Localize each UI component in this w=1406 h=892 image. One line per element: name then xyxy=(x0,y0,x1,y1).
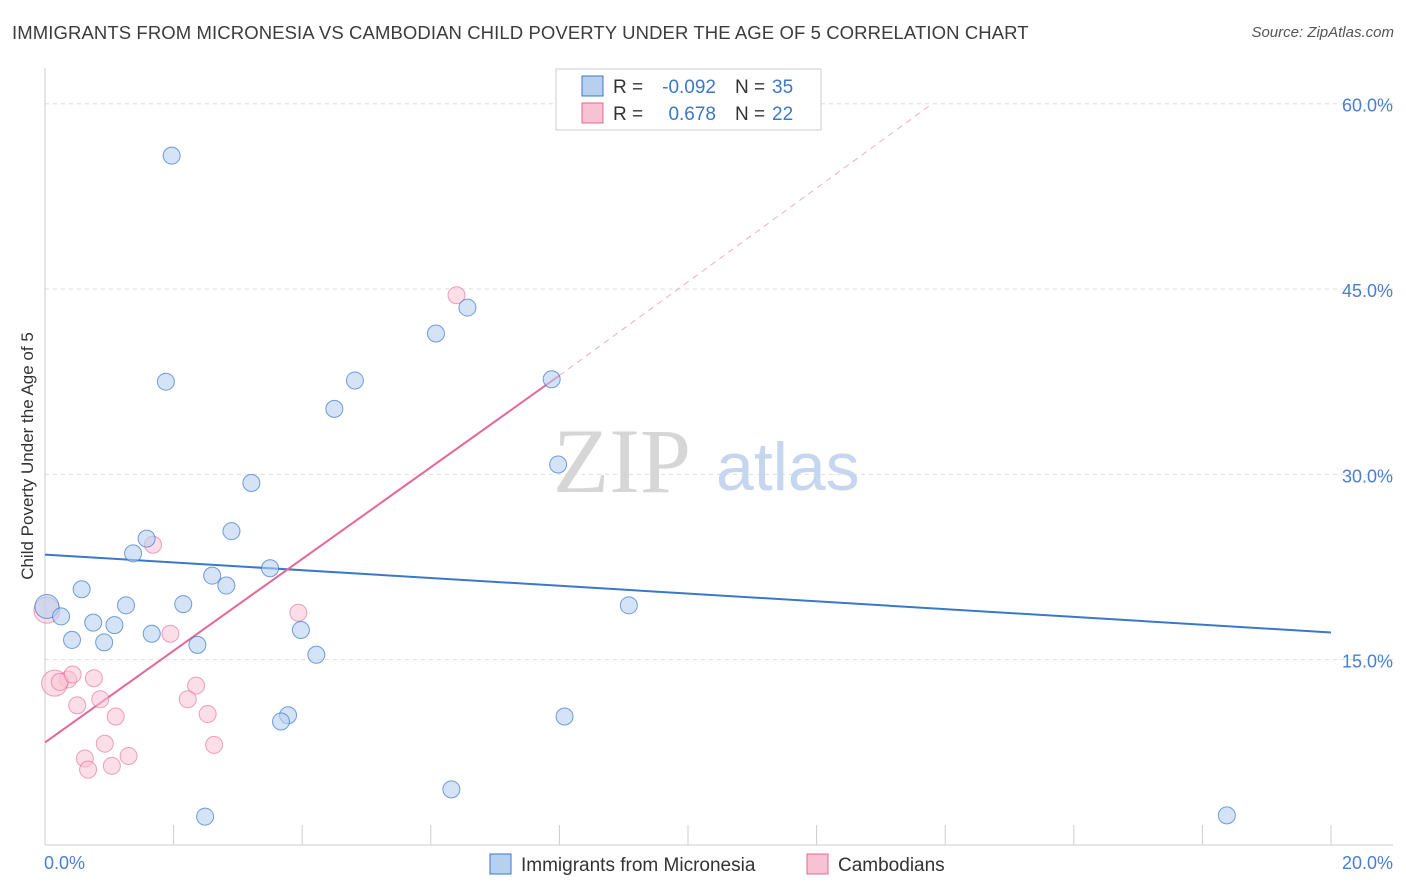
point-micronesia-11 xyxy=(52,607,71,626)
point-micronesia-12 xyxy=(117,596,136,615)
point-cambodians-10 xyxy=(91,690,110,709)
point-micronesia-8 xyxy=(217,576,236,595)
stats-r-label-cambodians: R = xyxy=(613,104,643,125)
point-cambodians-11 xyxy=(178,690,197,709)
point-cambodians-21 xyxy=(63,665,82,684)
point-cambodians-12 xyxy=(68,696,87,715)
stats-n-label-micronesia: N = xyxy=(735,77,765,98)
point-cambodians-2 xyxy=(289,603,308,622)
stats-r-value-micronesia: -0.092 xyxy=(662,77,716,98)
y-tick-label-30: 30.0% xyxy=(1342,466,1393,486)
point-micronesia-27 xyxy=(549,455,568,474)
legend-swatch-micronesia xyxy=(489,853,512,875)
stats-n-value-cambodians: 22 xyxy=(772,104,793,125)
point-cambodians-3 xyxy=(161,624,180,643)
point-micronesia-30 xyxy=(555,707,574,726)
trend-line-cambodians xyxy=(44,374,560,744)
x-tick-label-max: 20.0% xyxy=(1342,853,1393,873)
trend-lines xyxy=(44,103,1332,744)
point-cambodians-15 xyxy=(95,734,114,753)
y-axis-title: Child Poverty Under the Age of 5 xyxy=(18,332,37,580)
point-micronesia-0 xyxy=(162,146,181,165)
point-cambodians-0 xyxy=(447,286,466,305)
point-micronesia-2 xyxy=(242,474,261,493)
watermark-zip: ZIP xyxy=(553,410,691,512)
point-cambodians-14 xyxy=(106,707,125,726)
point-micronesia-19 xyxy=(188,635,207,654)
point-cambodians-8 xyxy=(84,669,103,688)
y-tick-label-60: 60.0% xyxy=(1342,96,1393,116)
trend-line-cambodians-extension xyxy=(559,103,933,376)
point-micronesia-4 xyxy=(137,529,156,548)
legend-swatch-cambodians xyxy=(806,853,829,875)
point-micronesia-32 xyxy=(442,780,461,799)
legend-label-micronesia: Immigrants from Micronesia xyxy=(521,855,756,876)
point-micronesia-34 xyxy=(1217,806,1236,825)
point-micronesia-29 xyxy=(271,712,290,731)
stats-n-value-micronesia: 35 xyxy=(772,77,793,98)
point-micronesia-13 xyxy=(174,595,193,614)
point-micronesia-20 xyxy=(291,621,310,640)
legend-label-cambodians: Cambodians xyxy=(838,855,945,876)
trend-line-micronesia xyxy=(44,553,1332,634)
point-micronesia-24 xyxy=(426,324,445,343)
watermark-atlas: atlas xyxy=(716,429,860,505)
watermark: ZIP atlas xyxy=(553,410,860,512)
series-micronesia xyxy=(34,146,1236,826)
point-micronesia-31 xyxy=(619,596,638,615)
point-micronesia-33 xyxy=(196,807,215,826)
x-tick-label-min: 0.0% xyxy=(44,853,85,873)
point-micronesia-15 xyxy=(105,616,124,635)
source-label: Source: ZipAtlas.com xyxy=(1251,24,1394,41)
stats-n-label-cambodians: N = xyxy=(735,104,765,125)
point-cambodians-9 xyxy=(187,676,206,695)
stats-r-label-micronesia: R = xyxy=(613,77,643,98)
point-micronesia-26 xyxy=(542,370,561,389)
point-micronesia-10 xyxy=(34,594,60,620)
point-micronesia-21 xyxy=(307,645,326,664)
point-micronesia-16 xyxy=(142,624,161,643)
x-ticks xyxy=(44,825,1332,845)
point-cambodians-19 xyxy=(102,756,121,775)
gridlines xyxy=(45,103,1393,661)
point-micronesia-1 xyxy=(156,372,175,391)
point-micronesia-25 xyxy=(458,298,477,317)
point-micronesia-14 xyxy=(84,613,103,632)
point-micronesia-9 xyxy=(72,580,91,599)
y-tick-labels: 15.0% 30.0% 45.0% 60.0% xyxy=(1342,96,1393,672)
series-cambodians xyxy=(33,286,466,779)
point-cambodians-17 xyxy=(119,747,138,766)
axes xyxy=(44,68,1393,846)
stats-r-value-cambodians: 0.678 xyxy=(668,104,716,125)
point-micronesia-23 xyxy=(345,371,364,390)
point-cambodians-13 xyxy=(198,705,217,724)
y-tick-label-45: 45.0% xyxy=(1342,281,1393,301)
point-cambodians-16 xyxy=(205,735,224,754)
point-micronesia-7 xyxy=(203,566,222,585)
stats-legend: R = -0.092 N = 35 R = 0.678 N = 22 xyxy=(555,68,822,131)
point-micronesia-6 xyxy=(261,559,280,578)
y-tick-label-15: 15.0% xyxy=(1342,652,1393,672)
bottom-legend: Immigrants from Micronesia Cambodians xyxy=(489,853,945,876)
point-cambodians-20 xyxy=(79,760,98,779)
stats-swatch-cambodians xyxy=(581,102,604,124)
point-micronesia-17 xyxy=(63,630,82,649)
point-micronesia-5 xyxy=(124,544,143,563)
point-micronesia-22 xyxy=(325,399,344,418)
point-micronesia-3 xyxy=(222,522,241,541)
chart-title: IMMIGRANTS FROM MICRONESIA VS CAMBODIAN … xyxy=(12,22,1029,43)
stats-swatch-micronesia xyxy=(581,75,604,97)
point-micronesia-18 xyxy=(95,633,114,652)
